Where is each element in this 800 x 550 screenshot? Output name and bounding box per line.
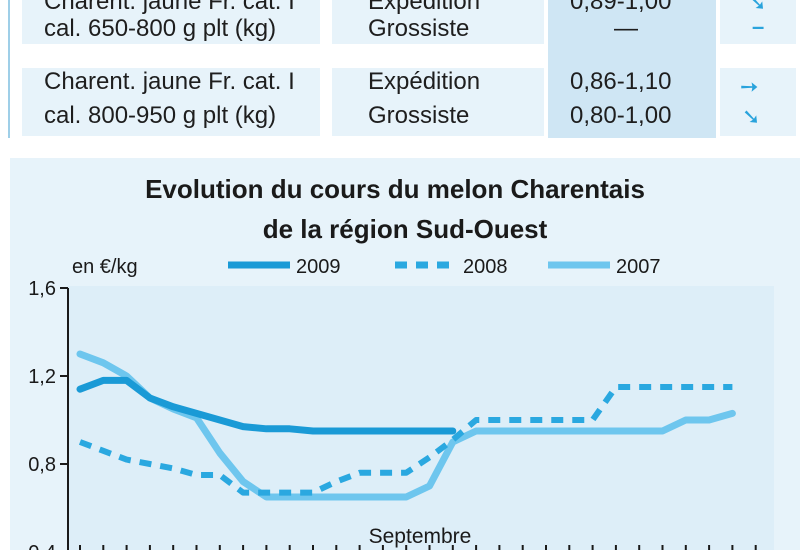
right-arrow-icon: ➙: [740, 74, 759, 99]
chart-series-lines: [76, 350, 736, 501]
chart-title-line2: de la région Sud-Ouest: [263, 214, 548, 244]
table-row-2-price-line1: 0,86-1,10: [570, 68, 672, 95]
table-row-2-price-line2: 0,80-1,00: [570, 102, 672, 129]
stable-dash-icon: –: [752, 14, 765, 39]
price-column-bg: [548, 0, 716, 138]
table-row-2-stage-line1: Expédition: [368, 68, 481, 95]
series-line-2009: [76, 376, 457, 435]
table-row-1-product-cell: [22, 0, 320, 44]
y-axis-unit-label: en €/kg: [72, 256, 138, 278]
table-row-1-price-line2: —: [614, 15, 638, 42]
legend-label-2008: 2008: [463, 256, 508, 278]
chart-legend: 2009 2008 2007: [228, 256, 661, 278]
table-row-2-trend-cell: [720, 68, 796, 136]
y-tick-label: 0,4: [28, 542, 56, 550]
table-row-1-stage-line1: Expédition: [368, 0, 481, 15]
series-line-2008: [78, 384, 733, 496]
down-arrow-icon: ➘: [748, 0, 767, 15]
table-row-2-product-line2: cal. 800-950 g plt (kg): [44, 102, 277, 129]
y-tick-label: 1,2: [28, 366, 56, 388]
chart-title-line1: Evolution du cours du melon Charentais: [145, 174, 645, 204]
y-tick-label: 0,8: [28, 454, 56, 476]
down-arrow-icon: ➘: [742, 104, 761, 129]
table-row-1-product-line2: cal. 650-800 g plt (kg): [44, 15, 277, 42]
table-row-2-stage-cell: [332, 68, 544, 136]
legend-label-2007: 2007: [616, 256, 661, 278]
table-row-1-trend-cell: [720, 0, 796, 44]
series-line-2007: [76, 350, 736, 501]
table-row-1-stage-cell: [332, 0, 544, 44]
table-row-1-price-line1: 0,89-1,00: [570, 0, 672, 15]
y-tick-label: 1,6: [28, 278, 56, 300]
table-row-2-product-cell: [22, 68, 320, 136]
price-table: Charent. jaune Fr. cat. I cal. 650-800 g…: [0, 0, 800, 140]
x-axis-label: Septembre: [369, 525, 472, 548]
table-frame: [8, 0, 800, 138]
legend-label-2009: 2009: [296, 256, 341, 278]
plot-background: [68, 286, 774, 550]
chart-axes: 0,4 0,8 1,2 1,6: [28, 278, 757, 550]
table-row-1-product-line1: Charent. jaune Fr. cat. I: [44, 0, 295, 15]
table-row-2-product-line1: Charent. jaune Fr. cat. I: [44, 68, 295, 95]
table-row-2-stage-line2: Grossiste: [368, 102, 470, 129]
table-row-1-stage-line2: Grossiste: [368, 15, 470, 42]
